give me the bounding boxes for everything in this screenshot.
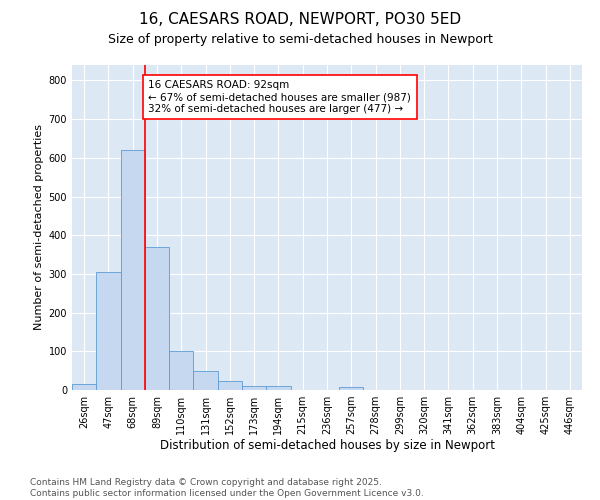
Bar [145,247,169,390]
Text: Size of property relative to semi-detached houses in Newport: Size of property relative to semi-detach… [107,32,493,46]
X-axis label: Distribution of semi-detached houses by size in Newport: Distribution of semi-detached houses by … [160,438,494,452]
Bar [121,150,145,390]
Bar [218,382,242,390]
Bar [193,370,218,390]
Bar [96,272,121,390]
Bar [72,384,96,390]
Y-axis label: Number of semi-detached properties: Number of semi-detached properties [34,124,44,330]
Bar [266,386,290,390]
Bar [339,387,364,390]
Bar [169,352,193,390]
Text: 16 CAESARS ROAD: 92sqm
← 67% of semi-detached houses are smaller (987)
32% of se: 16 CAESARS ROAD: 92sqm ← 67% of semi-det… [149,80,412,114]
Text: 16, CAESARS ROAD, NEWPORT, PO30 5ED: 16, CAESARS ROAD, NEWPORT, PO30 5ED [139,12,461,28]
Text: Contains HM Land Registry data © Crown copyright and database right 2025.
Contai: Contains HM Land Registry data © Crown c… [30,478,424,498]
Bar [242,386,266,390]
